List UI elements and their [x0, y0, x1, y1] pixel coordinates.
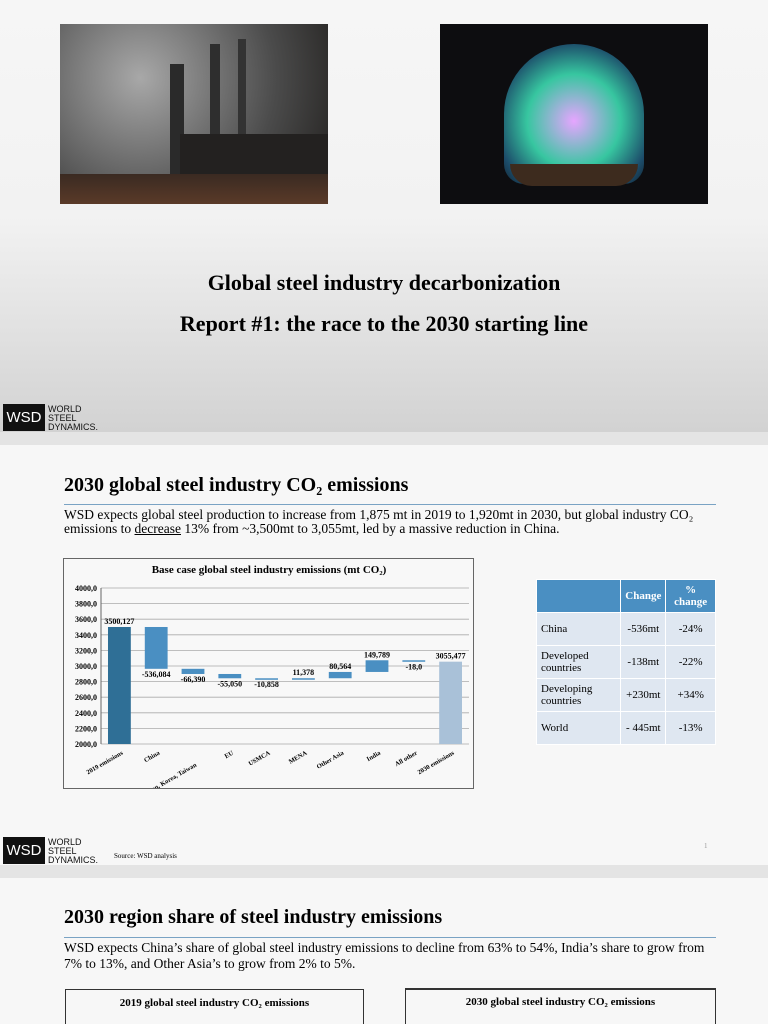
table-cell: World — [535, 711, 622, 745]
slide-text: WSD expects China’s share of global stee… — [64, 940, 705, 971]
bar — [291, 678, 315, 680]
x-tick-label: Other Asia — [316, 749, 346, 770]
title-rule — [64, 937, 716, 938]
logo-text: DYNAMICS. — [48, 855, 99, 865]
summary-table: Change% change China -536mt -24% Developed… — [535, 579, 716, 745]
logo: WSD WORLD STEEL DYNAMICS. — [3, 837, 113, 865]
logo: WSD WORLD STEEL DYNAMICS. — [3, 404, 113, 432]
table-cell: -536mt — [620, 612, 667, 646]
y-tick-label: 3000,0 — [75, 662, 97, 671]
value-label: 149,789 — [364, 650, 390, 659]
chart-box: 2030 global steel industry CO₂ emissions — [405, 988, 716, 1024]
x-tick-label: China — [143, 749, 162, 764]
value-label: 3500,127 — [104, 617, 134, 626]
logo-text: STEEL — [48, 846, 77, 856]
y-tick-label: 2000,0 — [75, 740, 97, 749]
value-label: -66,390 — [181, 675, 206, 684]
value-label: -18,0 — [405, 663, 422, 672]
value-label: -10,858 — [254, 680, 279, 689]
text: 13% from ~3,500mt to 3,055mt, led by a m… — [180, 521, 560, 536]
table-header: % change — [665, 579, 716, 613]
title-line: Global steel industry decarbonization — [207, 270, 561, 295]
value-label: -536,084 — [142, 670, 171, 679]
x-tick-label: MENA — [288, 750, 309, 766]
emissions-slide: 2030 global steel industry CO₂ emissions… — [0, 445, 768, 865]
slide-text: WSD expects global steel production to i… — [64, 508, 714, 536]
value-label: -55,050 — [217, 679, 242, 688]
table-cell: China — [535, 612, 622, 646]
y-tick-label: 2200,0 — [75, 724, 97, 733]
bar — [181, 668, 205, 674]
y-tick-label: 3800,0 — [75, 600, 97, 609]
y-tick-label: 3600,0 — [75, 615, 97, 624]
page-number: 1 — [704, 842, 708, 850]
slide-title: 2030 region share of steel industry emis… — [64, 906, 443, 928]
table-cell: Developed countries — [535, 645, 622, 679]
box-title: 2019 global steel industry CO₂ emissions — [119, 997, 310, 1009]
chart-box: 2019 global steel industry CO₂ emissions — [65, 989, 364, 1024]
chart: Base case global steel industry emission… — [63, 558, 474, 789]
y-tick-label: 2400,0 — [75, 709, 97, 718]
title-line: Report #1: the race to the 2030 starting… — [179, 311, 589, 336]
chart-title: Base case global steel industry emission… — [152, 564, 387, 576]
x-tick-label: 2030 emissions — [417, 749, 456, 776]
table-cell: -22% — [665, 645, 716, 679]
table-corner — [535, 579, 622, 613]
logo-mark: WSD — [3, 837, 45, 864]
table-cell: -138mt — [620, 645, 667, 679]
x-tick-label: India — [366, 749, 383, 763]
text-emphasis: decrease — [134, 521, 181, 536]
y-tick-label: 3400,0 — [75, 631, 97, 640]
x-tick-label: 2019 emissions — [85, 749, 124, 776]
cover-title: Global steel industry decarbonization Re… — [0, 262, 768, 344]
cover-slide: Global steel industry decarbonization Re… — [0, 0, 768, 432]
table-cell: +230mt — [620, 678, 667, 712]
bar — [255, 678, 279, 680]
bar — [144, 626, 168, 669]
value-label: 3055,477 — [436, 652, 466, 661]
logo-text: WORLD — [48, 404, 82, 414]
table-cell: -13% — [665, 711, 716, 745]
table-cell: -24% — [665, 612, 716, 646]
value-label: 80,564 — [329, 662, 351, 671]
value-label: 11,378 — [293, 668, 315, 677]
x-tick-label: All other — [394, 750, 419, 768]
bar — [402, 660, 426, 662]
bar — [365, 660, 389, 672]
table-cell: Developing countries — [535, 678, 622, 712]
box-title: 2030 global steel industry CO₂ emissions — [465, 996, 656, 1008]
bar — [439, 661, 463, 744]
title-rule — [64, 504, 716, 505]
y-tick-label: 3200,0 — [75, 646, 97, 655]
table-header: Change — [620, 579, 667, 613]
bar — [218, 673, 242, 679]
bar — [328, 671, 352, 679]
green-factory-image — [440, 24, 708, 204]
slide-title: 2030 global steel industry CO₂ emissions — [64, 474, 409, 496]
x-tick-label: Japan, Korea, Taiwan — [142, 761, 199, 789]
share-slide: 2030 region share of steel industry emis… — [0, 878, 768, 1024]
table-cell: - 445mt — [620, 711, 667, 745]
x-tick-label: USMCA — [247, 750, 271, 768]
bar — [107, 626, 131, 744]
logo-text: STEEL — [48, 413, 77, 423]
table-cell: +34% — [665, 678, 716, 712]
factory-image — [60, 24, 328, 204]
y-tick-label: 4000,0 — [75, 584, 97, 593]
x-tick-label: EU — [223, 750, 235, 761]
y-tick-label: 2600,0 — [75, 693, 97, 702]
logo-text: WORLD — [48, 837, 82, 847]
logo-mark: WSD — [3, 404, 45, 431]
source-note: Source: WSD analysis — [114, 852, 177, 860]
logo-text: DYNAMICS. — [48, 422, 99, 432]
y-tick-label: 2800,0 — [75, 678, 97, 687]
text: WSD expects global steel production to i… — [64, 507, 694, 536]
